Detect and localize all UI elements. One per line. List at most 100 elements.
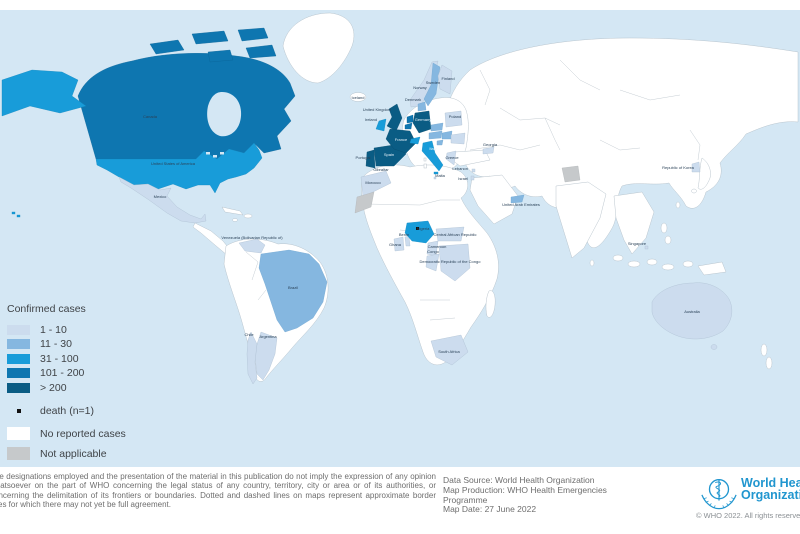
country-label-benin: Benin (399, 232, 409, 237)
map-production-line: Map Production: WHO Health Emergencies (443, 484, 607, 495)
map-date-line: Map Date: 27 June 2022 (443, 504, 537, 515)
country-label-car: Central African Republic (434, 232, 477, 237)
country-congo (425, 253, 440, 272)
border-line (245, 251, 259, 281)
country-label-finland: Finland (441, 76, 454, 81)
country-label-uae: United Arab Emirates (502, 202, 540, 207)
legend-label-over-200: > 200 (40, 381, 67, 394)
country-label-ghana: Ghana (389, 242, 402, 247)
country-label-greece: Greece (445, 155, 459, 160)
country-germany (412, 110, 432, 134)
legend-label-101-200: 101 - 200 (40, 367, 85, 379)
border-line (429, 317, 456, 321)
country-morocco (360, 170, 392, 198)
region-canada-arctic-islands (149, 27, 277, 63)
legend-label-1-10: 1 - 10 (40, 323, 67, 336)
country-label-ireland: Ireland (365, 117, 377, 122)
country-japan-south (691, 188, 697, 194)
country-label-iceland: Iceland (352, 95, 365, 100)
who-wordmark: World Health Organization (741, 477, 800, 502)
country-label-nigeria: Nigeria (417, 226, 430, 231)
country-ireland (375, 118, 387, 132)
region-alaska (1, 69, 87, 117)
country-eurasia-base (443, 37, 799, 248)
country-label-georgia: Georgia (483, 142, 498, 147)
data-source-line: Data Source: World Health Organization (443, 475, 595, 485)
great-lakes (213, 155, 217, 158)
region-sardinia (423, 163, 427, 169)
country-iceland (349, 92, 367, 102)
country-sweden (423, 62, 441, 107)
country-label-italy: Italy (429, 146, 436, 151)
country-label-brazil: Brazil (288, 285, 298, 290)
region-sicily (433, 171, 439, 175)
country-new-zealand (760, 343, 768, 357)
border-line (599, 139, 641, 151)
country-belgium (404, 122, 413, 130)
country-label-australia: Australia (684, 309, 700, 314)
country-georgia (482, 146, 495, 155)
country-arabia (469, 174, 519, 225)
legend-title: Confirmed cases (7, 303, 86, 315)
country-label-spain: Spain (384, 152, 394, 157)
country-denmark (417, 101, 427, 112)
legend-row-1-10: 1 - 10 (7, 323, 157, 336)
border-line (544, 117, 561, 151)
legend-label-11-30: 11 - 30 (40, 338, 72, 350)
region-kashmir (561, 165, 581, 183)
country-republic-of-korea (691, 161, 701, 173)
country-australia (651, 282, 733, 340)
border-line (689, 129, 701, 161)
country-czechia (430, 122, 444, 132)
map-footer: The designations employed and the presen… (0, 467, 800, 534)
country-label-morocco: Morocco (365, 180, 381, 185)
disclaimer-text: The designations employed and the presen… (0, 472, 436, 509)
legend-row-11-30: 11 - 30 (7, 338, 157, 350)
legend-swatch-over-200 (7, 382, 30, 393)
legend-swatch-no-cases (7, 427, 30, 440)
legend-swatch-31-100 (7, 353, 30, 364)
country-new-zealand (765, 356, 773, 370)
country-india (555, 181, 607, 259)
country-united-arab-emirates (510, 194, 525, 204)
region-tasmania (710, 344, 718, 350)
legend-label-31-100: 31 - 100 (40, 352, 79, 365)
country-label-germany: Germany (415, 117, 431, 122)
region-indochina (613, 191, 655, 255)
border-line (257, 289, 267, 301)
country-italy (421, 140, 444, 172)
country-label-south-africa: South Africa (438, 349, 460, 354)
region-hispaniola (243, 213, 253, 219)
country-switzerland (409, 136, 421, 145)
country-label-cameroon: Cameroon (428, 244, 447, 249)
country-label-united-kingdom: United Kingdom (363, 107, 392, 112)
death-marker-icon (7, 408, 30, 413)
country-label-sweden: Sweden (426, 80, 440, 85)
country-poland (444, 110, 463, 128)
country-label-venezuela: Venezuela (Bolivarian Republic of) (221, 235, 283, 240)
country-greece (445, 150, 457, 166)
country-madagascar (485, 290, 496, 318)
country-slovenia (436, 139, 444, 146)
who-emblem-icon (701, 479, 737, 510)
country-label-argentina: Argentina (259, 334, 277, 339)
country-dr-congo (438, 243, 471, 282)
border-line (499, 107, 561, 126)
country-labels: Canada United States of America Mexico V… (143, 76, 701, 354)
country-western-sahara (354, 191, 375, 214)
country-brazil (258, 249, 328, 333)
region-indonesia (612, 254, 624, 262)
legend-row-not-applicable: Not applicable (7, 447, 157, 460)
data-source-block: Data Source: World Health Organization M… (443, 475, 607, 515)
region-indonesia (646, 258, 658, 266)
who-copyright: © WHO 2022. All rights reserved. (696, 511, 800, 520)
country-taiwan (675, 201, 681, 209)
region-hawaii (16, 214, 21, 218)
country-philippines (664, 235, 672, 245)
legend-label-not-applicable: Not applicable (40, 447, 107, 460)
country-south-africa (430, 334, 469, 366)
country-label-israel: Israel (458, 176, 468, 181)
region-indonesia (661, 263, 675, 271)
legend-swatch-not-applicable (7, 447, 30, 460)
